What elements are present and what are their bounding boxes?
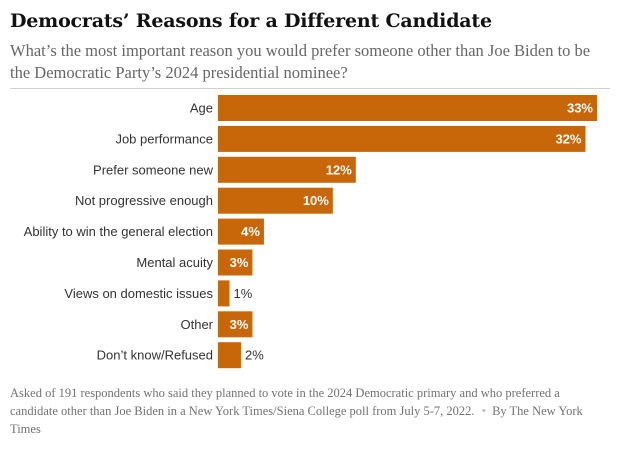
value-label-other: 3%	[230, 317, 249, 332]
chart-subtitle: What’s the most important reason you wou…	[10, 41, 591, 82]
value-label-not-progressive-enough: 10%	[303, 193, 329, 208]
category-label-other: Other	[180, 317, 213, 332]
value-label-don-t-know-refused: 2%	[245, 348, 264, 363]
bar-prefer-someone-new	[218, 156, 356, 183]
bar-age	[218, 95, 597, 121]
category-label-job-performance: Job performance	[115, 131, 213, 146]
category-label-prefer-someone-new: Prefer someone new	[93, 162, 214, 177]
value-label-ability-to-win-the-general-election: 4%	[241, 224, 260, 239]
byline: By The New York Times	[10, 404, 583, 436]
category-label-ability-to-win-the-general-election: Ability to win the general election	[24, 224, 213, 239]
header-divider	[10, 88, 610, 89]
category-label-mental-acuity: Mental acuity	[136, 255, 213, 270]
bar-ability-to-win-the-general-election	[218, 218, 264, 245]
bar-not-progressive-enough	[218, 187, 333, 214]
bar-job-performance	[218, 125, 586, 152]
category-label-age: Age	[190, 101, 213, 116]
category-label-not-progressive-enough: Not progressive enough	[75, 193, 213, 208]
bar-don-t-know-refused	[218, 342, 241, 369]
chart-footnote: Asked of 191 respondents who said they p…	[10, 384, 610, 438]
bar-views-on-domestic-issues	[218, 280, 230, 307]
chart-title: Democrats’ Reasons for a Different Candi…	[10, 10, 492, 32]
bar-mental-acuity	[218, 249, 253, 276]
bar-other	[218, 311, 253, 338]
value-label-job-performance: 32%	[555, 131, 581, 146]
value-label-age: 33%	[567, 101, 593, 116]
value-label-mental-acuity: 3%	[230, 255, 249, 270]
category-label-views-on-domestic-issues: Views on domestic issues	[64, 286, 213, 301]
value-label-views-on-domestic-issues: 1%	[233, 286, 252, 301]
separator-dot: •	[481, 404, 487, 418]
category-label-don-t-know-refused: Don’t know/Refused	[97, 348, 213, 363]
methodology-note: Asked of 191 respondents who said they p…	[10, 386, 560, 418]
value-label-prefer-someone-new: 12%	[326, 162, 352, 177]
